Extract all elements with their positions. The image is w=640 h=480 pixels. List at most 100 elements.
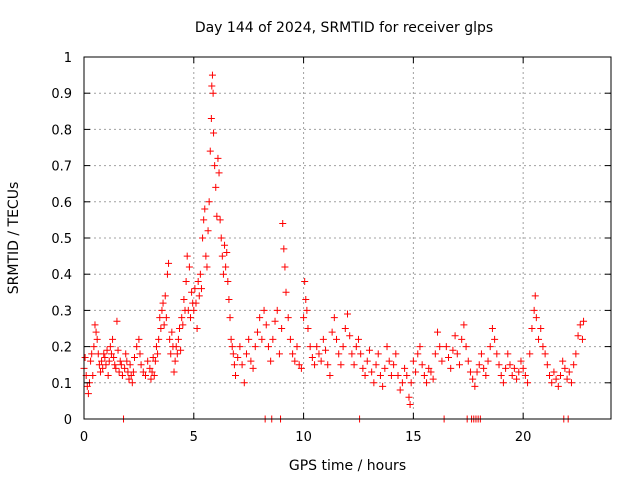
data-point: [215, 169, 223, 177]
data-point: [365, 346, 373, 354]
data-point: [473, 368, 481, 376]
data-point: [226, 314, 234, 322]
data-point: [168, 328, 176, 336]
data-point: [563, 375, 571, 383]
data-point: [301, 277, 309, 285]
data-point: [264, 343, 272, 351]
data-point: [537, 325, 545, 332]
data-point: [216, 216, 224, 224]
data-point: [313, 343, 321, 351]
data-point: [289, 350, 297, 358]
data-point: [242, 350, 250, 358]
data-point: [136, 350, 144, 358]
data-point: [172, 343, 180, 351]
data-point: [350, 361, 358, 369]
data-point: [308, 353, 316, 361]
data-point: [139, 368, 147, 376]
data-point: [302, 296, 310, 304]
data-point: [240, 379, 248, 387]
data-point: [84, 390, 92, 398]
data-point: [286, 335, 294, 343]
data-point: [183, 252, 191, 260]
data-point: [306, 343, 314, 351]
data-point: [506, 361, 514, 369]
data-point: [117, 361, 125, 369]
x-tick-label: 15: [405, 430, 422, 445]
data-point: [326, 372, 334, 380]
data-point: [249, 364, 257, 372]
data-point: [333, 335, 341, 343]
data-point: [238, 361, 246, 369]
data-point: [570, 361, 578, 369]
data-point: [204, 227, 212, 235]
data-point: [223, 248, 231, 256]
data-point: [546, 372, 554, 380]
data-point: [559, 357, 567, 365]
data-point: [147, 375, 155, 383]
data-point: [127, 372, 135, 380]
data-point: [328, 328, 336, 336]
data-point: [488, 325, 496, 332]
data-point: [114, 346, 122, 354]
data-point: [374, 350, 382, 358]
data-point: [89, 372, 97, 380]
data-point: [319, 335, 327, 343]
data-point: [156, 314, 164, 322]
data-point: [578, 335, 586, 343]
data-point: [409, 357, 417, 365]
data-point: [278, 325, 286, 332]
data-point: [495, 361, 503, 369]
data-point: [385, 357, 393, 365]
data-point: [166, 335, 174, 343]
data-point: [574, 332, 582, 340]
y-tick-label: 0.5: [51, 232, 72, 247]
data-point: [121, 364, 129, 372]
data-point: [256, 314, 264, 322]
data-point: [508, 372, 516, 380]
data-point: [158, 306, 166, 314]
data-point: [279, 220, 287, 228]
data-point: [572, 350, 580, 358]
data-point: [541, 350, 549, 358]
data-point: [211, 162, 219, 170]
data-point: [154, 350, 162, 358]
data-point: [125, 375, 133, 383]
data-point: [83, 382, 91, 390]
data-point: [363, 357, 371, 365]
y-tick-label: 1: [64, 51, 72, 66]
data-point: [275, 350, 283, 358]
data-point: [222, 263, 230, 271]
data-point: [228, 343, 236, 351]
data-point: [148, 368, 156, 376]
data-point: [188, 288, 196, 296]
data-point: [344, 310, 351, 318]
x-axis-label: GPS time / hours: [289, 458, 406, 474]
data-point: [219, 270, 227, 278]
data-point: [91, 321, 99, 329]
data-point: [282, 288, 290, 296]
data-point: [524, 379, 532, 387]
data-point: [284, 314, 292, 322]
data-point: [269, 335, 277, 343]
data-point: [469, 375, 477, 383]
data-point: [176, 325, 184, 332]
y-tick-label: 0.8: [51, 123, 72, 138]
data-point: [227, 335, 235, 343]
data-point: [202, 252, 210, 260]
y-tick-label: 0.6: [51, 196, 72, 211]
data-point: [105, 357, 113, 365]
data-point: [157, 325, 165, 332]
data-point: [88, 350, 96, 358]
data-point: [466, 368, 474, 376]
data-point: [567, 379, 575, 387]
data-point: [109, 335, 117, 343]
data-point: [247, 357, 255, 365]
data-point: [390, 361, 398, 369]
data-point: [550, 368, 558, 376]
x-tick-label: 10: [295, 430, 312, 445]
data-point: [526, 350, 534, 358]
data-point: [354, 335, 362, 343]
data-point: [425, 364, 433, 372]
y-tick-label: 0.9: [51, 87, 72, 102]
